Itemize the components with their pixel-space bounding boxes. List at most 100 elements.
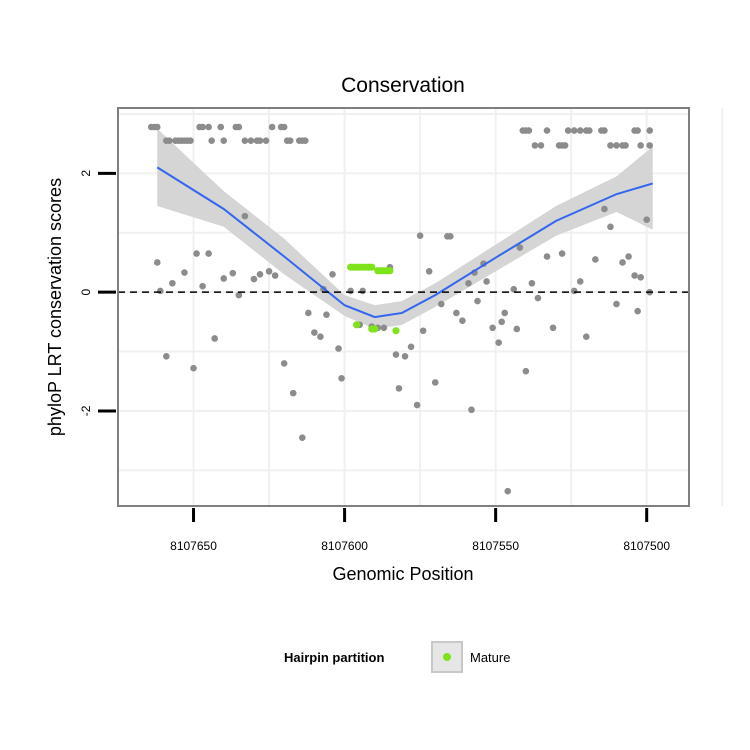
y-tick-label: 2 (79, 170, 93, 177)
data-point (453, 309, 460, 317)
data-point (220, 275, 228, 282)
data-point (163, 353, 170, 360)
data-point (208, 137, 215, 144)
y-tick-label: 0 (79, 288, 93, 295)
x-tick-label: 8107600 (321, 539, 368, 553)
data-point (586, 127, 593, 134)
data-point (250, 275, 258, 283)
data-point (489, 324, 496, 332)
data-point (187, 137, 194, 144)
data-point (425, 268, 433, 275)
data-point (181, 269, 188, 276)
data-point (646, 127, 654, 134)
data-point (205, 123, 212, 131)
data-point (601, 205, 608, 213)
data-point (468, 406, 475, 414)
data-point (437, 300, 445, 308)
legend-title: Hairpin partition (284, 650, 384, 665)
data-point (495, 339, 502, 346)
data-point (153, 259, 161, 266)
data-point (525, 127, 533, 134)
data-point (190, 364, 197, 372)
data-point (416, 232, 424, 240)
data-point (262, 137, 270, 144)
data-point (169, 279, 176, 287)
mature-point (386, 267, 394, 275)
data-point (601, 127, 608, 134)
data-point (205, 250, 212, 257)
data-point (534, 294, 542, 302)
x-tick-label: 8107550 (472, 539, 519, 553)
data-point (247, 137, 255, 144)
data-point (447, 233, 454, 240)
data-point (637, 142, 644, 149)
confidence-band-layer (157, 128, 653, 329)
legend-label-mature: Mature (470, 650, 510, 665)
data-point (510, 285, 518, 293)
data-point (543, 127, 551, 134)
data-point (607, 142, 614, 149)
y-axis: -2 0 2 (79, 170, 116, 416)
data-point (193, 250, 200, 257)
data-point (576, 278, 584, 285)
data-point (153, 123, 161, 131)
data-point (317, 333, 324, 341)
data-point (395, 385, 403, 392)
mature-point (353, 321, 361, 329)
y-axis-title: phyloP LRT conservation scores (45, 178, 65, 436)
mature-point (368, 263, 376, 271)
data-point (570, 127, 578, 134)
data-point (537, 142, 545, 149)
data-point (235, 291, 243, 299)
data-point (607, 223, 614, 231)
grid (118, 108, 724, 506)
data-point (646, 142, 654, 149)
data-point (504, 487, 512, 495)
data-point (241, 137, 249, 144)
data-point (392, 351, 400, 358)
data-point (622, 142, 629, 149)
x-axis: 8107650 8107600 8107550 8107500 (170, 508, 670, 553)
points-layer (147, 123, 654, 495)
data-point (268, 123, 276, 131)
data-point (256, 137, 264, 144)
data-point (459, 317, 466, 324)
data-point (634, 127, 641, 134)
data-point (431, 379, 439, 386)
data-point (335, 345, 342, 352)
data-point (582, 333, 590, 341)
data-point (465, 279, 472, 287)
data-point (576, 127, 584, 134)
smooth-line (156, 166, 654, 319)
data-point (217, 123, 225, 131)
data-point (558, 250, 566, 257)
data-point (211, 335, 218, 342)
data-point (289, 389, 297, 397)
smooth-line-layer (156, 166, 654, 319)
data-point (298, 434, 306, 441)
data-point (613, 142, 620, 149)
data-point (570, 287, 578, 295)
data-point (501, 309, 509, 317)
plot-panel-border (117, 107, 690, 507)
data-point (229, 269, 237, 277)
data-point (166, 137, 173, 144)
data-point (156, 287, 164, 295)
data-point (643, 216, 651, 223)
data-point (305, 309, 312, 317)
data-point (625, 253, 632, 260)
data-point (474, 297, 481, 305)
data-point (561, 142, 569, 149)
data-point (359, 287, 367, 295)
data-point (280, 123, 288, 131)
data-point (407, 343, 415, 351)
data-point (637, 273, 644, 281)
data-point (220, 137, 228, 144)
data-point (513, 325, 521, 333)
y-tick-label: -2 (79, 405, 93, 416)
data-point (549, 324, 557, 332)
data-point (199, 282, 206, 290)
data-point (338, 374, 345, 382)
chart-title: Conservation (341, 74, 465, 97)
